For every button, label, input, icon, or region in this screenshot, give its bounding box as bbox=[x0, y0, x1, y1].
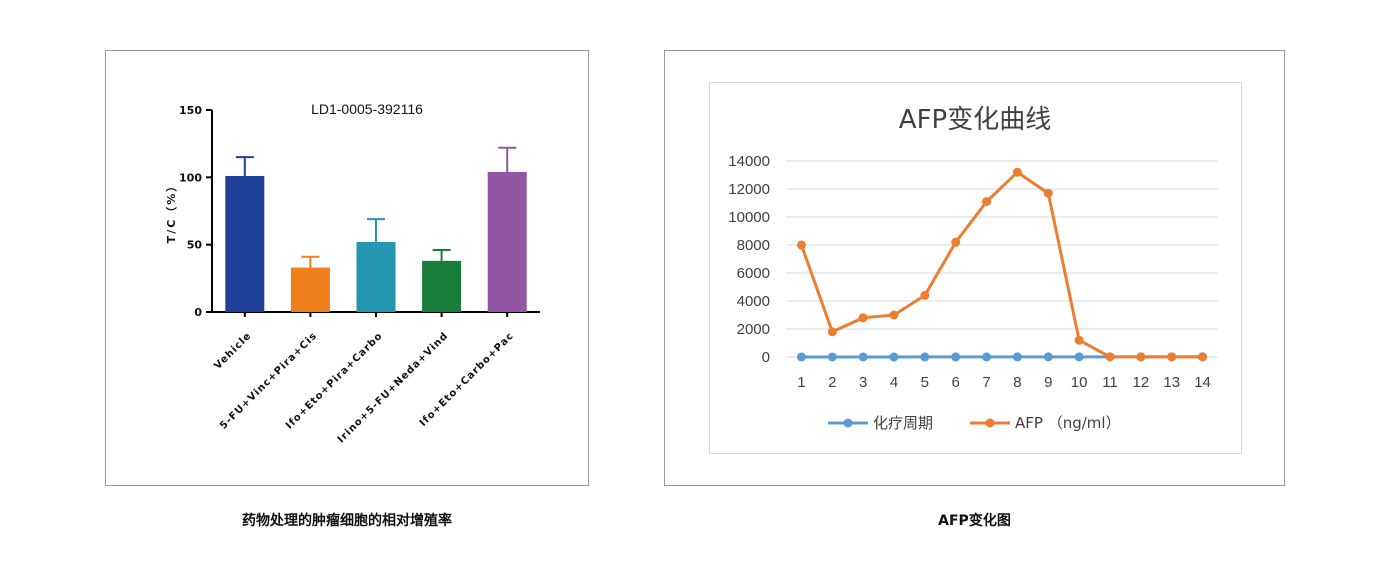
bar-category-label: Irino+5-FU+Neda+Vind bbox=[336, 330, 451, 445]
legend-marker bbox=[843, 418, 853, 428]
data-point bbox=[827, 327, 837, 337]
line-y-tick-label: 8000 bbox=[737, 237, 770, 254]
data-point bbox=[858, 352, 868, 362]
data-point bbox=[1167, 352, 1177, 362]
data-point bbox=[1043, 188, 1053, 198]
data-point bbox=[827, 352, 837, 362]
line-y-tick-label: 10000 bbox=[728, 209, 770, 226]
data-point bbox=[1012, 352, 1022, 362]
data-point bbox=[889, 310, 899, 320]
legend-label: AFP （ng/ml） bbox=[1015, 414, 1121, 432]
line-x-tick-label: 11 bbox=[1102, 374, 1118, 391]
line-x-tick-label: 6 bbox=[952, 374, 960, 391]
data-point bbox=[982, 352, 992, 362]
data-point bbox=[1043, 352, 1053, 362]
series-line bbox=[800, 170, 1203, 359]
line-x-tick-label: 4 bbox=[890, 374, 898, 391]
data-point bbox=[951, 352, 961, 362]
data-point bbox=[1012, 167, 1022, 177]
line-y-tick-label: 14000 bbox=[728, 153, 770, 170]
line-x-tick-label: 13 bbox=[1163, 374, 1180, 391]
line-x-tick-label: 7 bbox=[982, 374, 990, 391]
data-point bbox=[889, 352, 899, 362]
line-x-tick-label: 1 bbox=[797, 374, 805, 391]
bar-category-label: Vehicle bbox=[212, 330, 253, 371]
data-point bbox=[1074, 352, 1084, 362]
line-x-tick-label: 5 bbox=[921, 374, 929, 391]
legend-marker bbox=[985, 418, 995, 428]
line-chart-title: AFP变化曲线 bbox=[899, 105, 1051, 135]
line-x-tick-label: 8 bbox=[1013, 374, 1021, 391]
data-point bbox=[796, 240, 806, 250]
line-x-tick-label: 14 bbox=[1194, 374, 1211, 391]
line-x-tick-label: 9 bbox=[1044, 374, 1052, 391]
data-point bbox=[920, 352, 930, 362]
bar-y-tick-label: 50 bbox=[187, 239, 203, 252]
data-point bbox=[1198, 352, 1208, 362]
data-point bbox=[920, 290, 930, 300]
data-point bbox=[1136, 352, 1146, 362]
line-y-tick-label: 12000 bbox=[728, 181, 770, 198]
line-x-tick-label: 2 bbox=[828, 374, 836, 391]
line-y-tick-label: 4000 bbox=[737, 293, 770, 310]
bar-y-tick-label: 150 bbox=[179, 104, 202, 117]
data-point bbox=[796, 352, 806, 362]
data-point bbox=[951, 237, 961, 247]
data-point bbox=[858, 313, 868, 323]
bar bbox=[422, 260, 462, 312]
data-point bbox=[1074, 335, 1084, 345]
legend-label: 化疗周期 bbox=[873, 414, 933, 432]
bar-y-tick-label: 0 bbox=[194, 306, 202, 319]
bar-y-tick-label: 100 bbox=[179, 171, 202, 184]
line-y-tick-label: 0 bbox=[762, 349, 770, 366]
line-y-tick-label: 2000 bbox=[737, 321, 770, 338]
line-x-tick-label: 10 bbox=[1071, 374, 1088, 391]
bar bbox=[356, 241, 396, 312]
bar-chart-caption: 药物处理的肿瘤细胞的相对增殖率 bbox=[242, 513, 452, 529]
bar bbox=[487, 171, 527, 312]
line-chart-plot-area bbox=[709, 82, 1242, 454]
bar-y-axis-label: T/C（%） bbox=[165, 179, 178, 244]
line-chart-caption: AFP变化图 bbox=[938, 513, 1011, 529]
bar bbox=[225, 175, 265, 312]
line-y-tick-label: 6000 bbox=[737, 265, 770, 282]
data-point bbox=[982, 197, 992, 207]
line-x-tick-label: 12 bbox=[1133, 374, 1150, 391]
line-x-tick-label: 3 bbox=[859, 374, 867, 391]
bar-chart-title: LD1-0005-392116 bbox=[311, 101, 423, 117]
bar bbox=[290, 267, 330, 312]
data-point bbox=[1105, 352, 1115, 362]
